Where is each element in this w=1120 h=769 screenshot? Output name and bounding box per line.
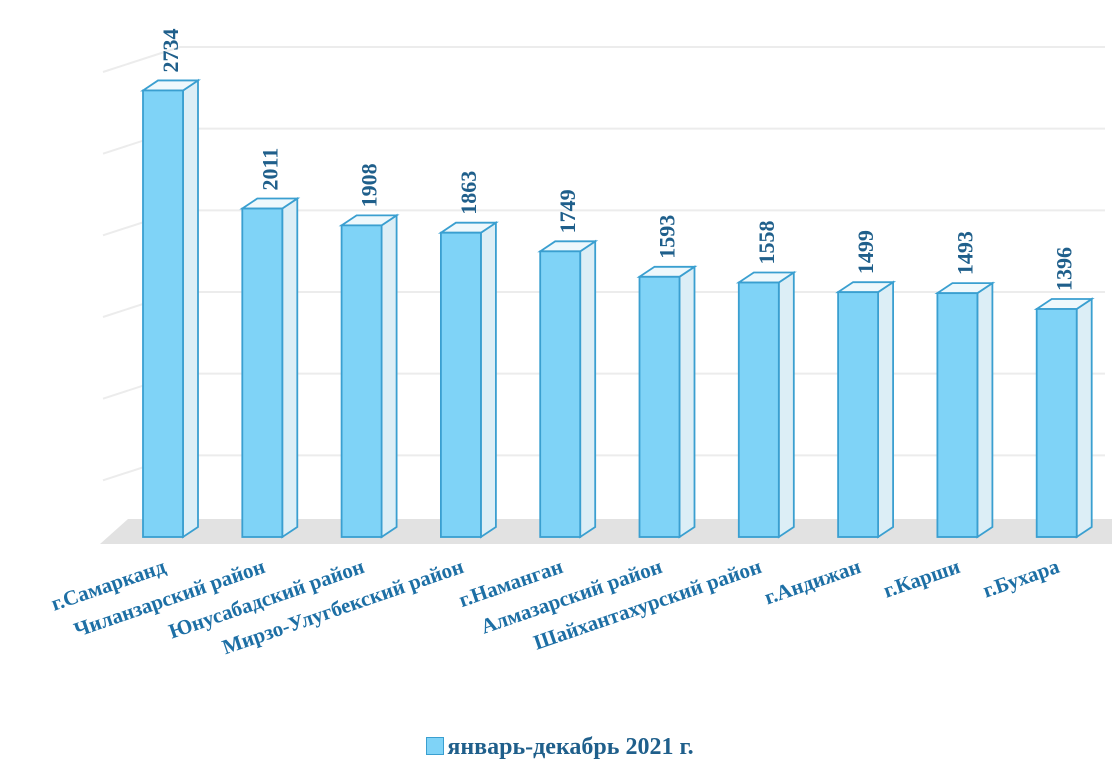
bar-side <box>380 213 398 539</box>
category-label: г.Андижан <box>761 554 864 609</box>
value-label: 2011 <box>257 148 282 191</box>
value-label: 1499 <box>853 230 878 274</box>
bar-front <box>737 281 780 538</box>
bar-side <box>678 265 696 539</box>
legend-swatch <box>426 737 445 755</box>
bars <box>140 78 1095 539</box>
value-label: 1908 <box>357 163 382 207</box>
bar-front <box>638 275 681 538</box>
category-label: г.Карши <box>880 554 963 603</box>
bar-front <box>340 224 383 538</box>
value-label: 1593 <box>655 215 680 259</box>
bar-side <box>877 280 894 539</box>
bar <box>636 265 698 539</box>
bar-front <box>837 291 879 538</box>
value-label: 1863 <box>456 171 481 215</box>
bar-side <box>579 239 597 539</box>
bar-side <box>479 221 497 539</box>
bar <box>140 78 201 539</box>
bar-front <box>539 250 582 538</box>
bar-front <box>439 231 482 538</box>
bar <box>239 196 301 539</box>
bar-side <box>182 78 199 539</box>
value-label: 2734 <box>158 28 183 72</box>
bar-front <box>1035 308 1078 538</box>
legend: январь-декабрь 2021 г. <box>0 734 1120 761</box>
category-label: г.Бухара <box>980 554 1063 603</box>
bar <box>735 270 797 539</box>
bar-side <box>976 281 994 539</box>
bar-side <box>777 270 795 539</box>
bar <box>934 281 996 539</box>
value-label: 1396 <box>1052 247 1077 291</box>
bar-side <box>281 196 299 539</box>
bar-front <box>142 89 184 538</box>
bar <box>835 280 897 539</box>
value-label: 1558 <box>754 221 779 265</box>
bar-side <box>1075 297 1093 539</box>
value-label: 1749 <box>555 189 580 233</box>
legend-label: январь-декабрь 2021 г. <box>447 734 694 760</box>
bar-front <box>936 292 979 538</box>
bar <box>537 239 599 539</box>
bar <box>437 221 499 539</box>
gridline <box>102 46 181 73</box>
value-labels: 2734 2011 1908 1863 1749 1593 1558 1499 1493 1396 <box>158 28 1077 291</box>
bar <box>1033 297 1095 539</box>
value-label: 1493 <box>952 231 977 275</box>
bar-front <box>241 207 284 538</box>
bar <box>338 213 400 539</box>
